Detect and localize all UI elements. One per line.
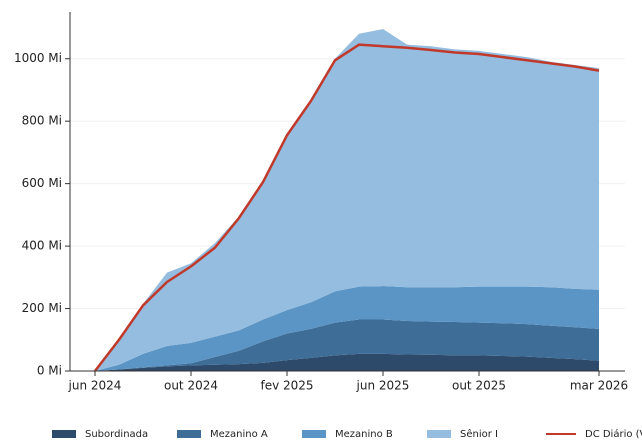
legend-label: DC Diário (VP): [585, 428, 642, 440]
legend-label: Mezanino B: [335, 429, 393, 440]
y-tick-label: 1000 Mi: [14, 51, 62, 65]
legend-swatch: [177, 430, 201, 438]
y-tick-label: 400 Mi: [22, 239, 62, 253]
legend-label: Subordinada: [85, 429, 148, 440]
x-tick-label: out 2025: [452, 379, 506, 393]
area: [95, 353, 599, 371]
x-tick-label: jun 2025: [356, 379, 410, 393]
y-tick-label: 600 Mi: [22, 176, 62, 190]
legend-swatch: [302, 430, 326, 438]
y-tick-label: 200 Mi: [22, 301, 62, 315]
line: [94, 43, 600, 372]
axes: 0 Mi 200 Mi 400 Mi 600 Mi 800 Mi 1000 Mi jun 2…: [14, 51, 642, 440]
legend-label: Sênior I: [460, 428, 498, 440]
x-tick-label: jun 2024: [68, 379, 122, 393]
x-tick-label: out 2024: [164, 379, 218, 393]
x-tick-label: fev 2025: [260, 379, 313, 393]
legend-label: Mezanino A: [210, 429, 268, 440]
y-tick-label: 0 Mi: [37, 364, 62, 378]
legend-swatch: [427, 430, 451, 438]
x-tick-label: mar 2026: [570, 379, 628, 393]
area: [95, 286, 599, 371]
y-tick-label: 800 Mi: [22, 114, 62, 128]
area: [95, 29, 599, 371]
legend-swatch: [52, 430, 76, 438]
area: [95, 319, 599, 371]
